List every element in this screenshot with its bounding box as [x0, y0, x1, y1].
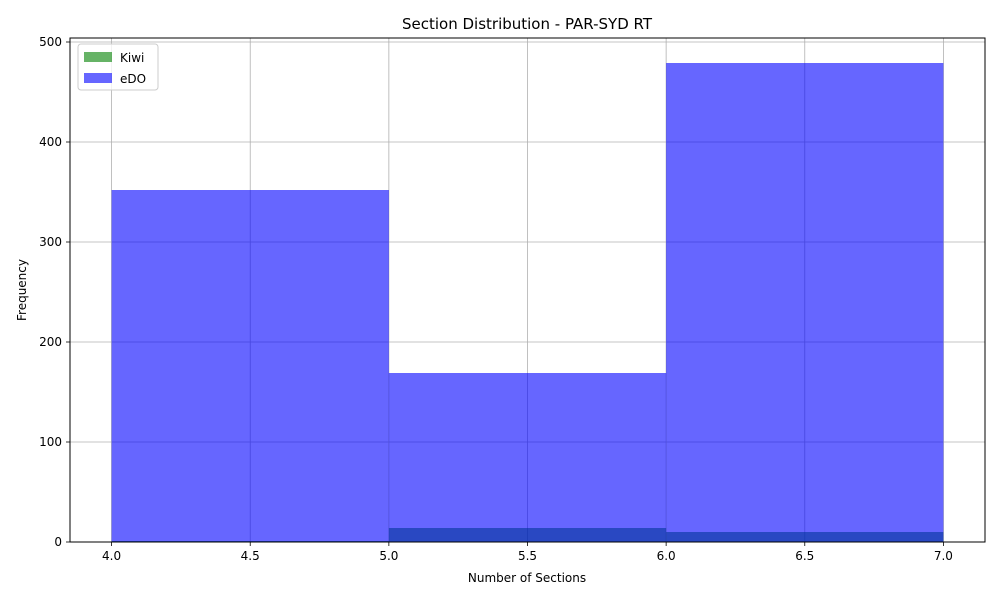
x-tick-label: 4.0	[102, 549, 121, 563]
y-tick-label: 200	[39, 335, 62, 349]
y-tick-label: 400	[39, 135, 62, 149]
legend: Kiwi eDO	[77, 43, 159, 91]
x-tick-label: 4.5	[241, 549, 260, 563]
legend-label-kiwi: Kiwi	[120, 51, 144, 65]
legend-swatch-edo	[84, 73, 112, 83]
y-tick-label: 500	[39, 35, 62, 49]
x-tick-label: 5.0	[379, 549, 398, 563]
y-axis: 0 100 200 300 400 500	[39, 35, 70, 549]
bar-edo	[388, 373, 667, 542]
y-tick-label: 300	[39, 235, 62, 249]
bars	[111, 63, 944, 542]
y-tick-label: 100	[39, 435, 62, 449]
x-tick-label: 5.5	[518, 549, 537, 563]
chart-title: Section Distribution - PAR-SYD RT	[402, 15, 653, 33]
x-tick-label: 6.0	[657, 549, 676, 563]
y-axis-title: Frequency	[15, 259, 29, 321]
bar-edo	[666, 63, 944, 542]
x-tick-label: 6.5	[795, 549, 814, 563]
y-tick-label: 0	[54, 535, 62, 549]
x-axis: 4.0 4.5 5.0 5.5 6.0 6.5 7.0	[102, 542, 953, 563]
x-tick-label: 7.0	[934, 549, 953, 563]
bar-edo	[111, 190, 389, 542]
legend-swatch-kiwi	[84, 52, 112, 62]
x-axis-title: Number of Sections	[468, 571, 586, 585]
legend-label-edo: eDO	[120, 72, 146, 86]
